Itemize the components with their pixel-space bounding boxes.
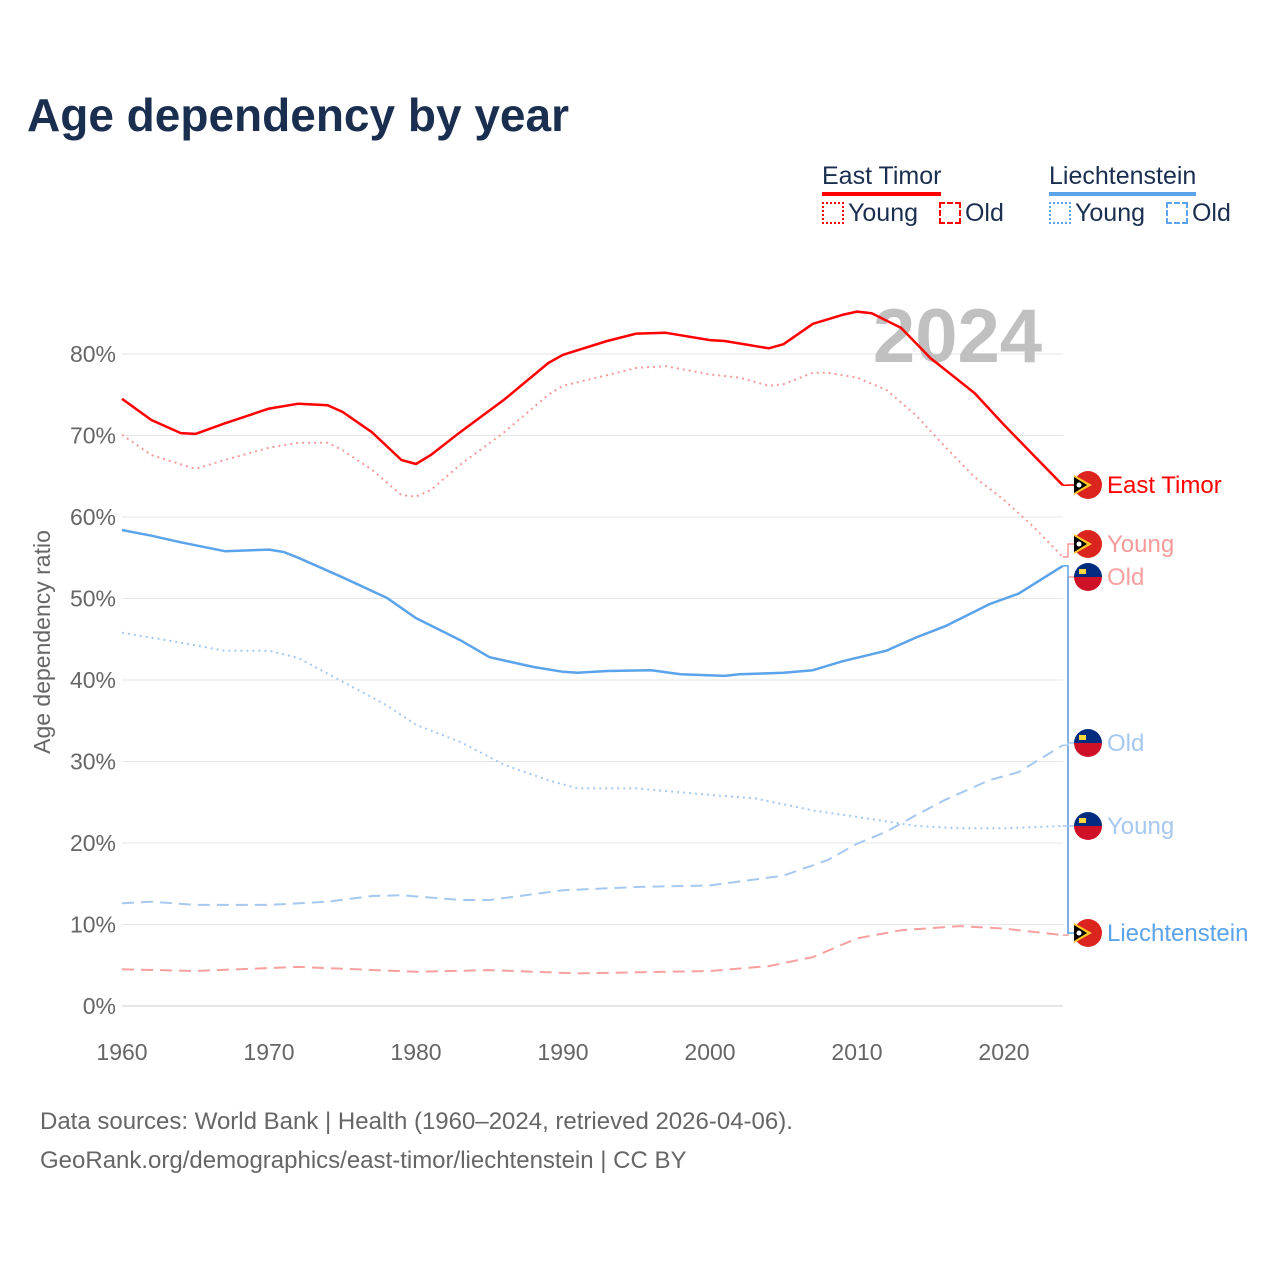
x-tick-label: 2010 [831,1039,882,1065]
y-tick-label: 50% [70,586,116,612]
year-watermark: 2024 [873,294,1042,379]
legend-dashed-swatch [938,202,961,224]
series-end-label: Young [1107,531,1174,558]
liechtenstein-flag-icon [1074,743,1102,757]
flag-star [1076,482,1082,488]
legend-group-east-timor: East Timor Young Old [822,162,1004,228]
series-end-label: Old [1107,564,1144,591]
series-line-east-timor [121,310,1064,487]
y-tick-label: 60% [70,504,116,530]
legend-dotted-swatch [822,202,844,224]
y-tick-label: 30% [70,749,116,775]
liechtenstein-flag-icon [1074,812,1102,826]
legend-young: Young [1075,199,1145,227]
legend-dashed-swatch [1165,202,1188,224]
y-tick-label: 20% [70,830,116,856]
series-line-east-timor-old [121,925,1063,975]
flag-star [1076,930,1082,936]
x-tick-label: 1980 [390,1039,441,1065]
liechtenstein-flag-icon [1074,577,1102,591]
x-tick-label: 2020 [978,1039,1029,1065]
legend-dotted-swatch [1049,202,1071,224]
x-tick-label: 2000 [684,1039,735,1065]
liechtenstein-flag-icon [1074,826,1102,840]
label-connector [1062,565,1074,934]
liechtenstein-flag-icon [1074,729,1102,743]
legend-east-timor: East Timor [822,162,942,196]
label-connector [1062,742,1074,746]
source-line: Data sources: World Bank | Health (1960–… [40,1108,793,1135]
flag-crown [1079,735,1086,740]
x-tick-label: 1990 [537,1039,588,1065]
series-line-east-timor-young [121,365,1064,558]
y-tick-label: 0% [83,993,116,1019]
series-end-label: Old [1107,730,1144,757]
y-tick-label: 40% [70,667,116,693]
source-url-line: GeoRank.org/demographics/east-timor/liec… [40,1147,687,1174]
x-tick-label: 1970 [243,1039,294,1065]
series-line-liechtenstein-old [121,744,1064,906]
legend-old: Old [964,199,1004,227]
series-end-label: Liechtenstein [1107,920,1248,947]
series-line-liechtenstein [121,528,1064,678]
legend-liechtenstein: Liechtenstein [1049,162,1197,196]
series-end-label: East Timor [1107,472,1222,499]
series-line-liechtenstein-young [121,631,1063,830]
flag-star [1076,541,1082,547]
x-tick-label: 1960 [96,1039,147,1065]
legend-young: Young [848,199,918,227]
y-tick-label: 10% [70,912,116,938]
label-connector [1062,543,1074,558]
legend-group-liechtenstein: Liechtenstein Young Old [1049,162,1231,228]
flag-crown [1079,569,1086,574]
series-end-label: Young [1107,813,1174,840]
chart-title: Age dependency by year [27,89,569,141]
legend-old: Old [1191,199,1231,227]
flag-crown [1079,818,1086,823]
liechtenstein-flag-icon [1074,563,1102,577]
y-axis-label: Age dependency ratio [29,530,55,754]
y-tick-label: 80% [70,341,116,367]
y-tick-label: 70% [70,423,116,449]
